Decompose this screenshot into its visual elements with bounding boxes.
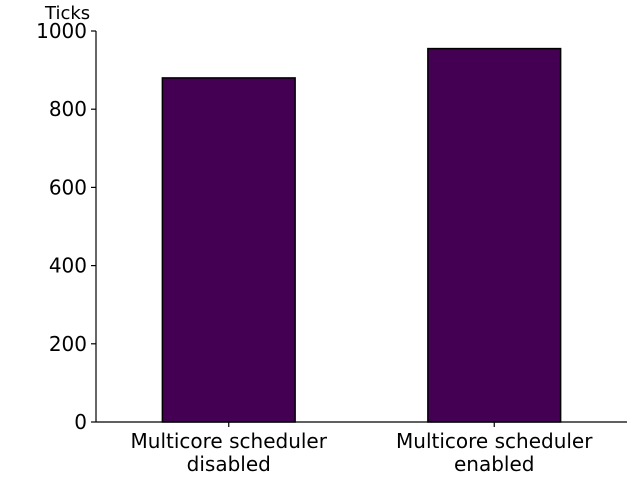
y-tick-label-200: 200 (49, 332, 87, 356)
y-tick-label-400: 400 (49, 254, 87, 278)
bars-group (161, 47, 562, 423)
y-tick-label-600: 600 (49, 175, 87, 199)
bar-2 (427, 47, 562, 423)
bar-1 (161, 77, 296, 423)
x-tick-label-1: Multicore scheduler disabled (131, 429, 328, 476)
x-tick-label-2: Multicore scheduler enabled (396, 429, 593, 476)
y-tick-label-0: 0 (74, 410, 87, 434)
y-tick-label-1000: 1000 (36, 19, 87, 43)
y-axis-label: Ticks (44, 3, 90, 24)
y-tick-label-800: 800 (49, 97, 87, 121)
y-axis: 0 200 400 600 800 1000 (36, 19, 97, 434)
x-axis: Multicore scheduler disabled Multicore sch… (96, 421, 627, 476)
